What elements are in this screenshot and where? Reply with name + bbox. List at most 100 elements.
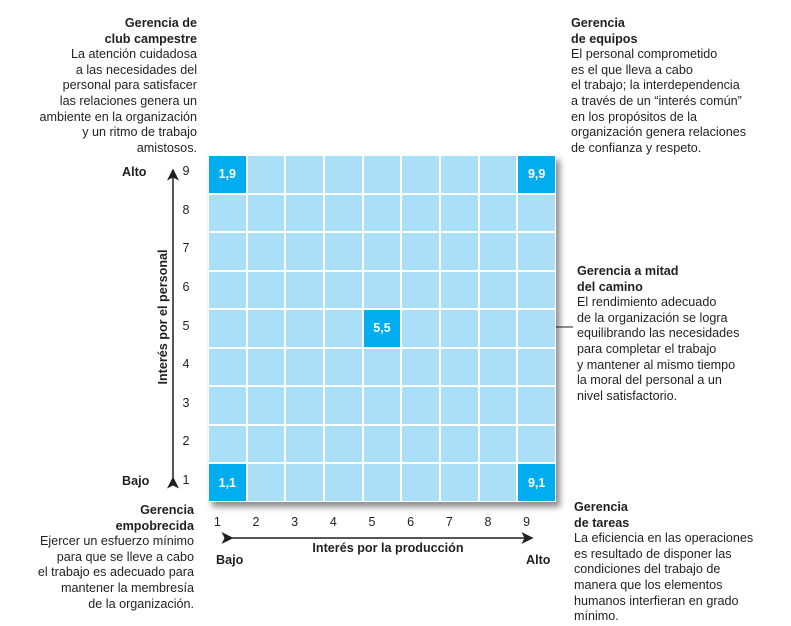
x-tick-label: 6 [407, 515, 415, 529]
style-country-club: Gerencia de club campestre La atención cui… [39, 16, 197, 156]
grid-cell [246, 463, 286, 502]
grid-cell [478, 232, 518, 271]
x-high-label: Alto [526, 553, 551, 567]
grid-cell-highlight: 9,1 [517, 463, 556, 502]
y-tick-label: 7 [182, 241, 190, 256]
y-tick-label: 2 [182, 434, 190, 449]
grid-cell [401, 463, 440, 502]
grid-cell [285, 463, 324, 502]
grid-cell [440, 309, 479, 348]
description-line: humanos interfieran en grado [574, 593, 739, 608]
grid-cell-highlight: 5,5 [362, 309, 402, 348]
grid-cell [517, 386, 556, 425]
grid-cell [246, 309, 286, 348]
grid-cell [478, 386, 518, 425]
style-title: Gerencia de equipos [571, 16, 746, 47]
style-task: Gerencia de tareas La eficiencia en las op… [574, 500, 753, 625]
grid-cell [440, 347, 479, 387]
description-line: el trabajo es adecuado para [37, 565, 194, 580]
grid-cell [246, 424, 286, 464]
style-title: Gerencia de tareas [574, 500, 753, 531]
description-line: manera que los elementos [574, 577, 723, 592]
grid-cell [362, 193, 402, 233]
grid-cell [517, 232, 556, 271]
grid-cell [285, 347, 324, 387]
grid-cell [362, 270, 402, 310]
managerial-grid: 1,9 9,9 5,5 1,1 9,1 [208, 155, 556, 502]
grid-cell [324, 193, 363, 233]
grid-cell [401, 386, 440, 425]
description-line: de confianza y respeto. [571, 140, 702, 155]
grid-cell [517, 193, 556, 233]
title-line: club campestre [104, 31, 197, 46]
grid-cell [478, 309, 518, 348]
grid-cell [208, 424, 247, 464]
grid-cell [324, 232, 363, 271]
description-line: La atención cuidadosa [70, 47, 197, 62]
grid-cell [401, 155, 440, 194]
grid-cell [285, 386, 324, 425]
description-line: El personal comprometido [571, 47, 718, 62]
y-axis-label: Interés por el personal [156, 249, 170, 385]
description-line: Ejercer un esfuerzo mínimo [40, 534, 194, 549]
grid-cell-highlight: 9,9 [517, 155, 556, 194]
grid-cell [517, 424, 556, 464]
x-low-label: Bajo [216, 553, 244, 567]
description-line: de la organización. [88, 596, 194, 611]
description-line: nivel satisfactorio. [577, 388, 678, 403]
style-title: Gerencia a mitad del camino [577, 264, 739, 295]
title-line: del camino [577, 279, 643, 294]
x-tick-label: 3 [291, 515, 299, 529]
description-line: para completar el trabajo [577, 341, 717, 356]
grid-cell [246, 386, 286, 425]
description-line: amistosos. [136, 140, 197, 155]
title-line: Gerencia [574, 500, 628, 514]
style-title: Gerencia empobrecida [38, 503, 194, 534]
description-line: condiciones del trabajo de [574, 562, 721, 577]
x-tick-label: 2 [252, 515, 260, 529]
grid-cell [208, 347, 247, 387]
grid-cell [285, 155, 324, 194]
grid-cell [401, 193, 440, 233]
x-axis-label: Interés por la producción [312, 541, 464, 555]
description-line: a través de un “interés común” [571, 93, 742, 108]
grid-cell [208, 193, 247, 233]
grid-cell [324, 386, 363, 425]
grid-cell [478, 463, 518, 502]
grid-cell [440, 155, 479, 194]
title-line: Gerencia de [124, 16, 197, 30]
grid-cell [401, 232, 440, 271]
grid-cell-highlight: 1,1 [208, 463, 247, 502]
grid-cell [285, 424, 324, 464]
grid-cell [208, 309, 247, 348]
description-line: es resultado de disponer las [574, 546, 732, 561]
description-line: El rendimiento adecuado [577, 295, 717, 310]
style-impoverished: Gerencia empobrecida Ejercer un esfuerzo m… [38, 503, 194, 612]
description-line: es el que lleva a cabo [571, 62, 693, 77]
grid-cell [285, 270, 324, 310]
y-tick-label: 9 [182, 164, 190, 179]
description-line: mínimo. [574, 609, 619, 624]
description-line: la moral del personal a un [577, 373, 722, 388]
title-line: empobrecida [115, 518, 194, 533]
style-title: Gerencia de club campestre [39, 16, 197, 47]
grid-cell [362, 347, 402, 387]
grid-cell [362, 463, 402, 502]
description-line: para que se lleve a cabo [56, 549, 194, 564]
grid-cell [440, 424, 479, 464]
grid-cell [478, 424, 518, 464]
style-middle-road: Gerencia a mitad del camino El rendimiento… [577, 264, 739, 404]
grid-cell [517, 309, 556, 348]
grid-cell [517, 270, 556, 310]
grid-cell [285, 193, 324, 233]
grid-cell [324, 309, 363, 348]
x-tick-label: 5 [368, 515, 376, 529]
description-line: organización genera relaciones [571, 125, 747, 140]
grid-cell [401, 424, 440, 464]
title-line: Gerencia [140, 503, 194, 517]
description-line: de la organización se logra [577, 310, 728, 325]
y-tick-label: 4 [182, 357, 190, 372]
grid-cell [478, 270, 518, 310]
description-line: La eficiencia en las operaciones [574, 531, 754, 546]
y-high-label: Alto [122, 165, 147, 179]
